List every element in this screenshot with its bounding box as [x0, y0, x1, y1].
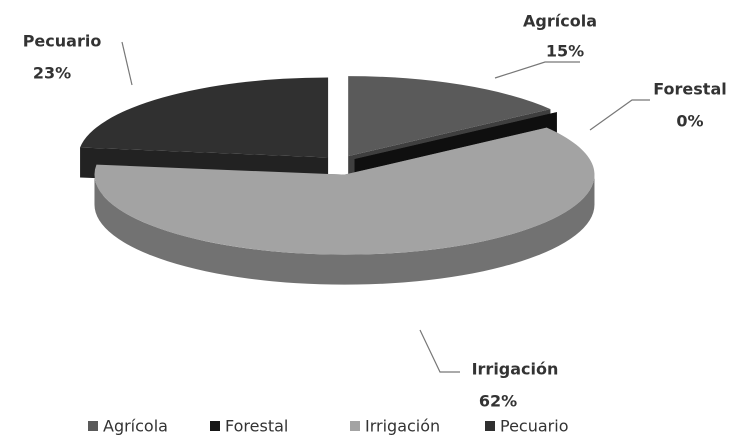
legend-swatch — [350, 421, 360, 431]
leader-line — [494, 61, 580, 79]
legend-label: Irrigación — [365, 417, 440, 436]
legend-swatch — [210, 421, 220, 431]
slice — [94, 127, 595, 255]
legend-swatch — [485, 421, 495, 431]
legend-label: Forestal — [225, 417, 288, 436]
legend-label: Agrícola — [103, 417, 168, 436]
slice-value: 15% — [546, 42, 584, 61]
slice-value: 23% — [33, 64, 71, 83]
slice — [354, 112, 557, 160]
legend-swatch — [88, 421, 98, 431]
legend-label: Pecuario — [500, 417, 568, 436]
leader-line — [419, 329, 460, 373]
slice-label: Pecuario — [23, 32, 102, 51]
slice — [80, 77, 329, 158]
slice-label: Agrícola — [523, 12, 597, 31]
slice-value: 0% — [676, 112, 703, 131]
slice-label: Irrigación — [472, 360, 559, 379]
slice-label: Forestal — [653, 80, 726, 99]
leader-line — [121, 41, 133, 86]
slice-value: 62% — [479, 392, 517, 411]
slice-side — [94, 174, 595, 285]
leader-line — [589, 99, 650, 131]
slice — [348, 76, 551, 157]
